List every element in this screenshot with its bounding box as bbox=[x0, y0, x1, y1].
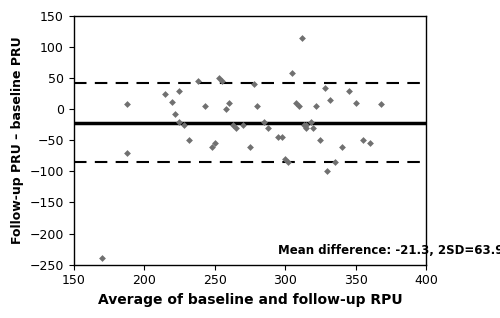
Text: Mean difference: -21.3, 2SD=63.9: Mean difference: -21.3, 2SD=63.9 bbox=[278, 245, 500, 258]
Point bbox=[246, 144, 254, 149]
Point bbox=[284, 160, 292, 165]
Point bbox=[296, 104, 304, 109]
Point bbox=[171, 111, 179, 116]
Point bbox=[222, 107, 230, 112]
Point bbox=[330, 160, 338, 165]
Point bbox=[310, 125, 318, 130]
Point bbox=[292, 100, 300, 106]
Point bbox=[186, 138, 194, 143]
Point bbox=[352, 100, 360, 106]
Point bbox=[215, 76, 223, 81]
Point bbox=[306, 119, 314, 124]
Point bbox=[338, 144, 345, 149]
Point bbox=[253, 104, 261, 109]
Point bbox=[176, 88, 184, 93]
Point bbox=[320, 85, 328, 90]
Point bbox=[250, 82, 258, 87]
Point bbox=[218, 79, 226, 84]
Point bbox=[124, 150, 132, 155]
Point bbox=[278, 135, 286, 140]
Point bbox=[124, 102, 132, 107]
Point bbox=[326, 97, 334, 102]
Point bbox=[274, 135, 282, 140]
Point bbox=[162, 91, 170, 96]
Point bbox=[168, 99, 176, 104]
Point bbox=[324, 169, 332, 174]
Point bbox=[302, 125, 310, 130]
Point bbox=[298, 35, 306, 40]
Point bbox=[225, 100, 233, 106]
Point bbox=[194, 79, 202, 84]
Point bbox=[300, 122, 308, 128]
Point bbox=[239, 122, 247, 128]
Point bbox=[377, 102, 385, 107]
Point bbox=[281, 156, 289, 162]
Point bbox=[312, 104, 320, 109]
Point bbox=[302, 122, 310, 128]
X-axis label: Average of baseline and follow-up RPU: Average of baseline and follow-up RPU bbox=[98, 293, 403, 307]
Y-axis label: Follow-up PRU – baseline PRU: Follow-up PRU – baseline PRU bbox=[11, 37, 24, 244]
Point bbox=[201, 104, 209, 109]
Point bbox=[208, 144, 216, 149]
Point bbox=[98, 256, 106, 261]
Point bbox=[316, 138, 324, 143]
Point bbox=[344, 88, 352, 93]
Point bbox=[288, 71, 296, 76]
Point bbox=[210, 141, 218, 146]
Point bbox=[176, 119, 184, 124]
Point bbox=[229, 122, 237, 128]
Point bbox=[180, 122, 188, 128]
Point bbox=[264, 125, 272, 130]
Point bbox=[366, 141, 374, 146]
Point bbox=[358, 138, 366, 143]
Point bbox=[232, 125, 240, 130]
Point bbox=[260, 119, 268, 124]
